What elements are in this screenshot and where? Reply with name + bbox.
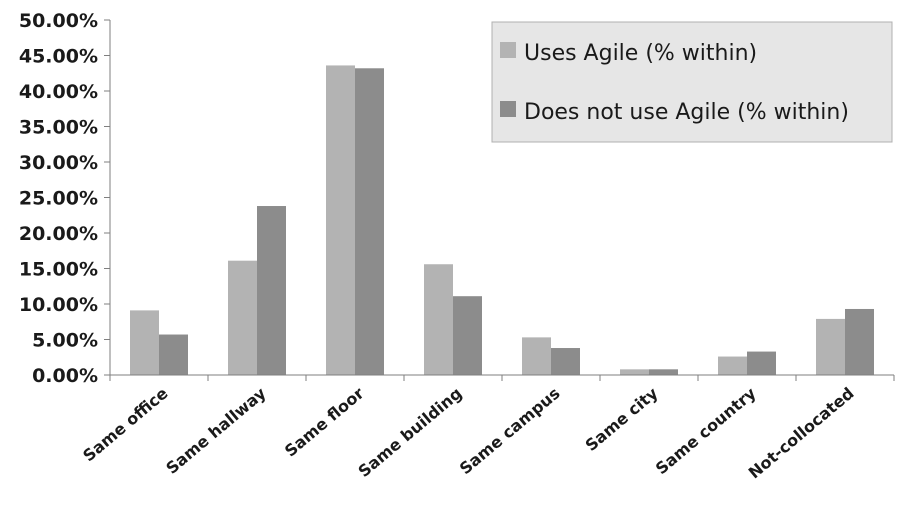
bar (747, 351, 776, 375)
bar (257, 206, 286, 375)
y-tick-label: 20.00% (19, 223, 98, 245)
legend-box (491, 21, 893, 143)
y-tick-label: 10.00% (19, 294, 98, 316)
bar (718, 356, 747, 375)
legend-swatch-not-agile (500, 101, 516, 117)
x-tick-label: Same country (652, 383, 760, 478)
bar (620, 369, 649, 375)
legend-label-not-agile: Does not use Agile (% within) (524, 100, 849, 125)
y-tick-label: 35.00% (19, 117, 98, 139)
y-tick-label: 15.00% (19, 259, 98, 281)
x-tick-label: Same hallway (162, 383, 270, 478)
bar (355, 68, 384, 375)
x-tick-label: Same city (582, 383, 662, 455)
x-tick-label: Same floor (281, 383, 368, 460)
x-tick-label: Same campus (456, 384, 564, 479)
bar (424, 264, 453, 375)
bar (453, 296, 482, 375)
y-tick-label: 30.00% (19, 152, 98, 174)
bar (551, 348, 580, 375)
y-tick-label: 5.00% (32, 330, 98, 352)
bar (159, 334, 188, 375)
bar (522, 337, 551, 375)
x-tick-label: Same building (355, 384, 466, 481)
legend: Uses Agile (% within) Does not use Agile… (491, 21, 893, 143)
legend-swatch-uses-agile (500, 42, 516, 58)
bar (326, 65, 355, 375)
y-tick-label: 40.00% (19, 81, 98, 103)
y-tick-label: 25.00% (19, 188, 98, 210)
bar (649, 369, 678, 375)
x-tick-label: Not-collocated (745, 384, 858, 483)
y-tick-label: 50.00% (19, 10, 98, 32)
bar (845, 308, 874, 375)
bar (130, 310, 159, 375)
bar (816, 318, 845, 375)
x-tick-label: Same office (79, 383, 171, 465)
bars (130, 65, 874, 375)
y-axis: 0.00% 5.00% 10.00% 15.00% 20.00% 25.00% 30.00%… (19, 10, 111, 387)
y-tick-label: 0.00% (32, 365, 98, 387)
bar (228, 260, 257, 375)
y-tick-label: 45.00% (19, 46, 98, 68)
legend-label-uses-agile: Uses Agile (% within) (524, 41, 757, 66)
